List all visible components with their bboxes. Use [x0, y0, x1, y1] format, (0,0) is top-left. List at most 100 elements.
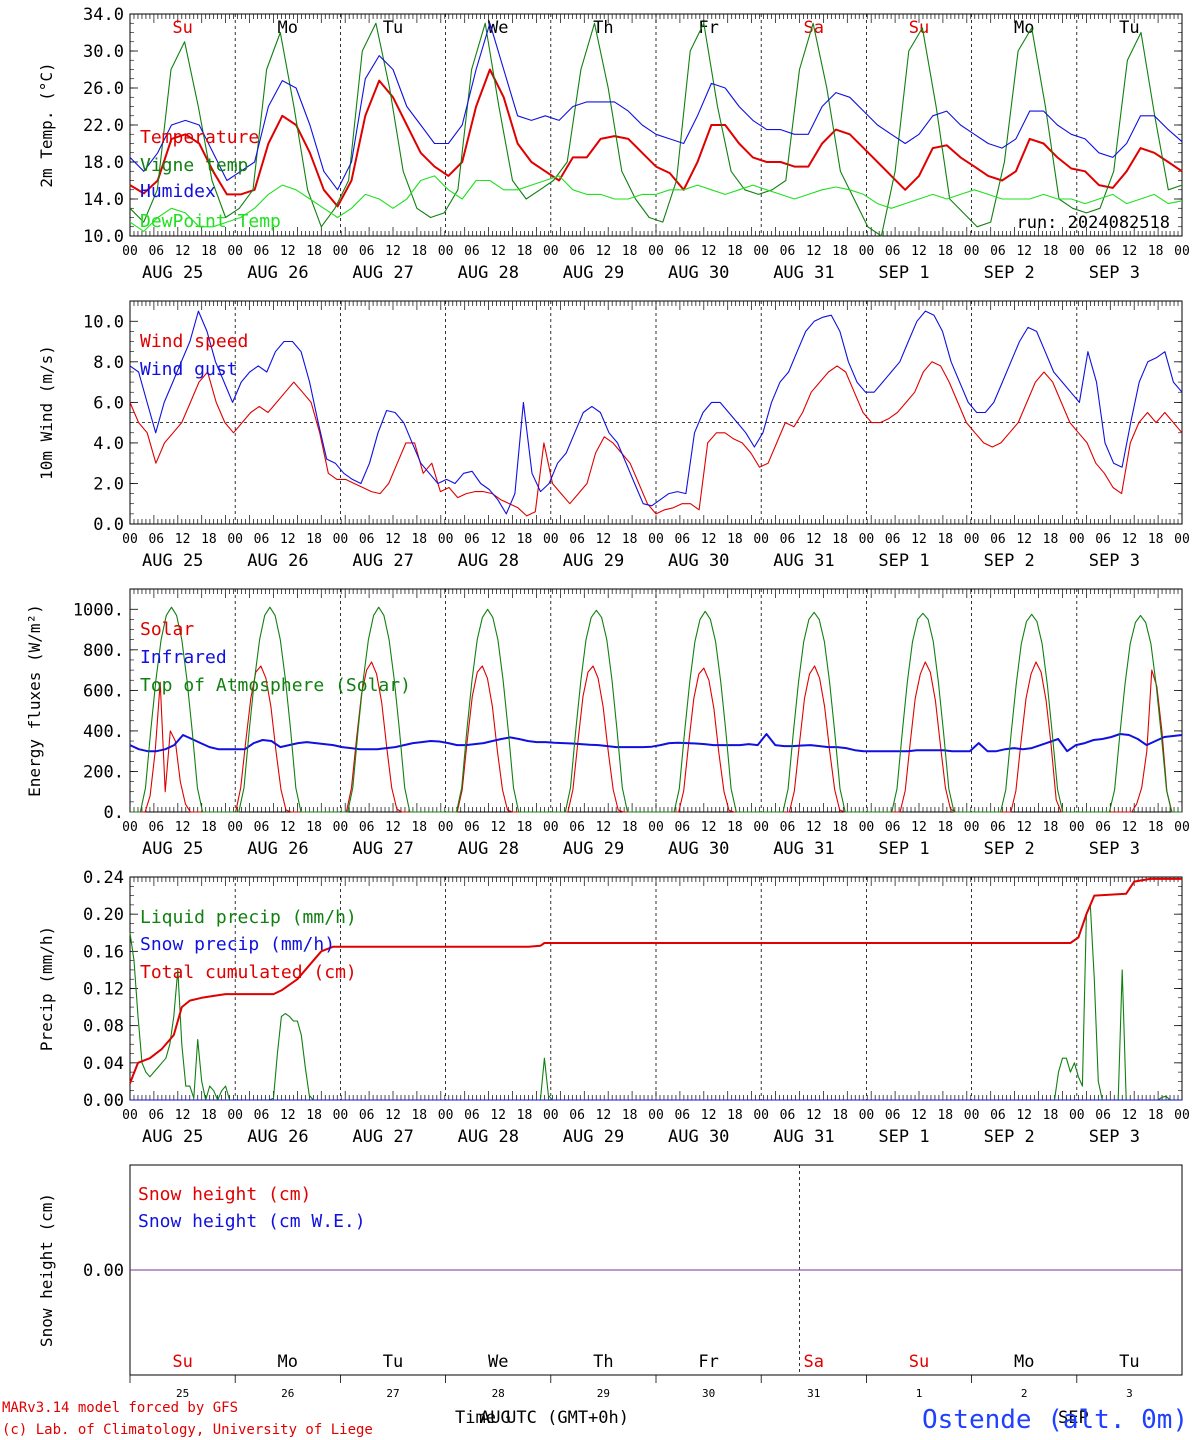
- hour-tick-label: 00: [859, 1108, 875, 1123]
- series-line-wind-speed: [129, 361, 1183, 517]
- y-tick-label: 0.12: [83, 980, 124, 1000]
- day-separators: [234, 589, 1078, 812]
- hour-tick-label: 18: [411, 244, 427, 259]
- date-label: AUG 28: [458, 551, 519, 571]
- weekday-label: Tu: [1119, 18, 1139, 38]
- date-label: AUG 29: [563, 1127, 624, 1147]
- hour-tick-label: 00: [753, 1108, 769, 1123]
- day-number-label: 1: [916, 1387, 923, 1400]
- hour-tick-label: 18: [937, 532, 953, 547]
- weekday-label: Mo: [278, 1352, 298, 1372]
- hour-tick-label: 12: [1016, 820, 1032, 835]
- hour-tick-label: 00: [227, 820, 243, 835]
- y-tick-label: 600.: [83, 681, 124, 701]
- hour-tick-label: 00: [1174, 244, 1190, 259]
- hour-tick-label: 18: [1148, 244, 1164, 259]
- y-tick-label: 10.0: [83, 312, 124, 332]
- date-label: SEP 1: [878, 551, 929, 571]
- lab-credit: (c) Lab. of Climatology, University of L…: [2, 1422, 373, 1438]
- hour-tick-label: 06: [674, 820, 690, 835]
- hour-tick-label: 12: [1122, 244, 1138, 259]
- date-label: AUG 28: [458, 263, 519, 283]
- legend-entry: Total cumulated (cm): [140, 962, 357, 983]
- hour-tick-label: 06: [674, 1108, 690, 1123]
- day-number-label: 29: [597, 1387, 610, 1400]
- y-tick-label: 4.0: [93, 434, 124, 454]
- day-separators: [234, 877, 1078, 1100]
- hour-tick-label: 06: [780, 532, 796, 547]
- series: [129, 877, 1182, 1101]
- weekday-label: Su: [172, 18, 192, 38]
- hour-tick-label: 06: [359, 244, 375, 259]
- hour-tick-label: 00: [227, 1108, 243, 1123]
- hour-tick-label: 06: [780, 1108, 796, 1123]
- hour-tick-label: 06: [990, 532, 1006, 547]
- date-label: SEP 2: [984, 839, 1035, 859]
- hour-tick-label: 12: [911, 244, 927, 259]
- hour-tick-label: 00: [438, 532, 454, 547]
- weekday-label: Tu: [383, 1352, 403, 1372]
- y-axis-label: Snow height (cm): [37, 1193, 56, 1347]
- hour-tick-label: 00: [1069, 532, 1085, 547]
- panel-snow: Su 25 Mo 26 Tu 27 We 28 Th 29 Fr 30 Sa 31 Su 1 Mo 2 Tu 3 0.0…: [37, 1164, 1183, 1400]
- hour-ticks: [129, 301, 1183, 524]
- y-tick-label: 10.0: [83, 227, 124, 247]
- hour-tick-label: 18: [1043, 820, 1059, 835]
- weekday-label: We: [488, 1352, 508, 1372]
- legend-entry: Top of Atmosphere (Solar): [140, 675, 411, 696]
- hour-tick-label: 06: [464, 244, 480, 259]
- hour-tick-label: 00: [964, 820, 980, 835]
- y-tick-label: 8.0: [93, 353, 124, 373]
- hour-tick-label: 12: [806, 1108, 822, 1123]
- hour-tick-label: 06: [569, 244, 585, 259]
- hour-tick-label: 00: [1174, 1108, 1190, 1123]
- y-tick-label: 18.0: [83, 153, 124, 173]
- y-axis-label: 2m Temp. (°C): [37, 62, 56, 187]
- date-label: AUG 27: [352, 1127, 413, 1147]
- date-label: AUG 26: [247, 839, 308, 859]
- hour-tick-label: 18: [201, 532, 217, 547]
- y-tick-label: 0.: [104, 803, 124, 823]
- hour-tick-label: 00: [1069, 1108, 1085, 1123]
- hour-tick-label: 06: [148, 532, 164, 547]
- model-credit: MARv3.14 model forced by GFS: [2, 1400, 238, 1416]
- weekday-label: Su: [909, 1352, 929, 1372]
- hour-tick-label: 00: [1069, 244, 1085, 259]
- hour-tick-label: 06: [780, 820, 796, 835]
- hour-tick-label: 12: [280, 532, 296, 547]
- hour-tick-label: 18: [1043, 532, 1059, 547]
- hour-tick-label: 12: [911, 820, 927, 835]
- hour-tick-label: 18: [832, 1108, 848, 1123]
- y-tick-label: 2.0: [93, 474, 124, 494]
- y-tick-label: 14.0: [83, 190, 124, 210]
- date-label: SEP 2: [984, 263, 1035, 283]
- hour-tick-label: 18: [622, 1108, 638, 1123]
- y-axis: 0.0 2.0 4.0 6.0 8.0 10.0: [83, 312, 1182, 535]
- hour-tick-label: 12: [1122, 532, 1138, 547]
- hour-tick-label: 00: [859, 820, 875, 835]
- day-number-label: 25: [176, 1387, 189, 1400]
- legend-entry: Liquid precip (mm/h): [140, 907, 357, 928]
- hour-tick-label: 12: [1122, 1108, 1138, 1123]
- hour-tick-label: 18: [306, 244, 322, 259]
- hour-tick-label: 00: [438, 244, 454, 259]
- hour-ticks: [129, 877, 1183, 1100]
- y-axis: 0.00: [83, 1261, 1182, 1281]
- hour-tick-label: 06: [990, 244, 1006, 259]
- month-label-aug: AUG: [480, 1408, 511, 1428]
- hour-tick-label: 00: [122, 244, 138, 259]
- x-axis-labels: 00 06 12 18 AUG 25 00 06 12 18 AUG 26 00 06 12 18 AUG …: [122, 244, 1190, 283]
- x-axis-labels: 00 06 12 18 AUG 25 00 06 12 18 AUG 26 00 06 12 18 AUG …: [122, 532, 1190, 571]
- hour-tick-label: 06: [1095, 1108, 1111, 1123]
- hour-tick-label: 00: [648, 1108, 664, 1123]
- hour-tick-label: 18: [306, 1108, 322, 1123]
- hour-tick-label: 18: [727, 1108, 743, 1123]
- hour-tick-label: 12: [175, 820, 191, 835]
- hour-tick-label: 18: [622, 820, 638, 835]
- hour-tick-label: 18: [1148, 532, 1164, 547]
- hour-tick-label: 00: [122, 1108, 138, 1123]
- legend-entry: Solar: [140, 619, 194, 640]
- hour-tick-label: 18: [411, 820, 427, 835]
